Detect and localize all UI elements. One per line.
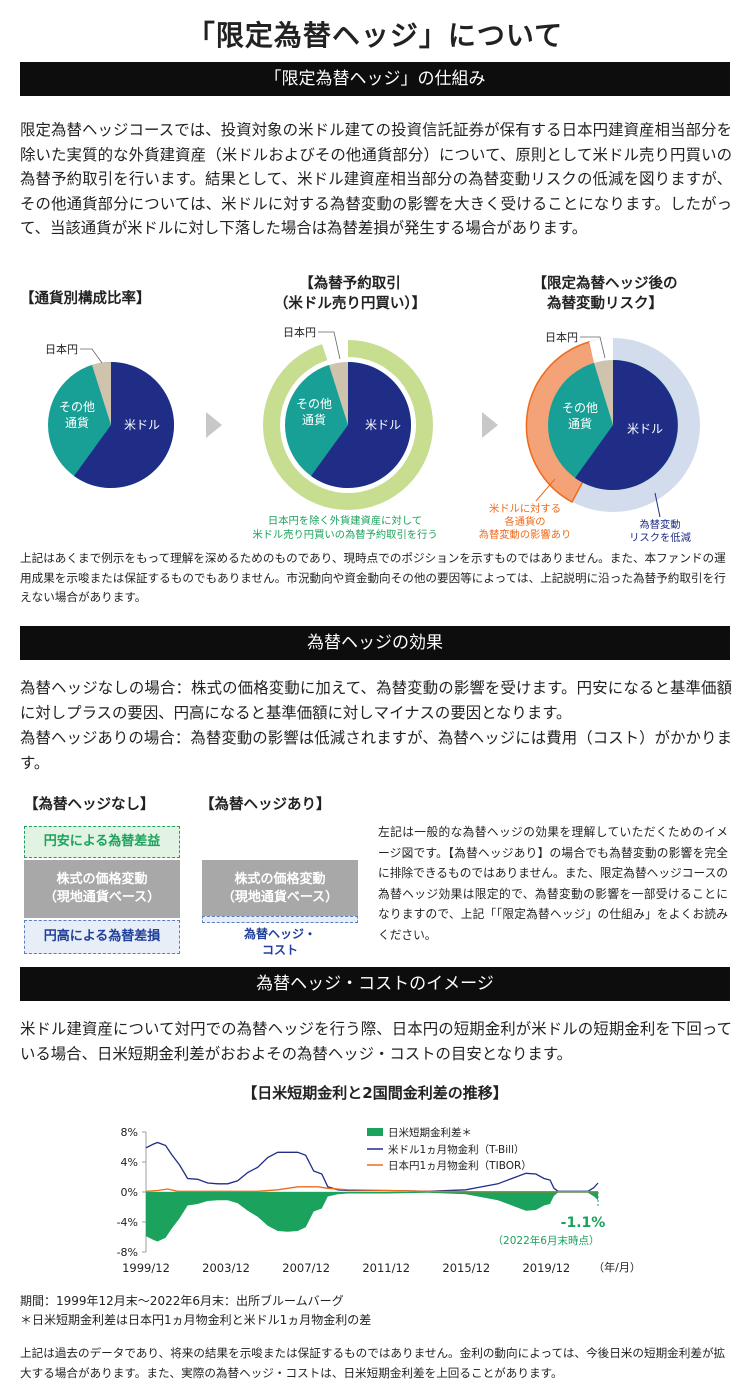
pie1-title: 【通貨別構成比率】 [20,291,151,307]
cost-disclaimer: 上記は過去のデータであり、将来の結果を示唆または保証するものではありません。金利… [20,1346,726,1380]
fx-gain-box: 円安による為替差益 [24,826,180,858]
series-jpy-tibor-line [145,1186,598,1193]
pie3-left-caption-1: 米ドルに対する [489,502,561,515]
pie3-title-line2: 為替変動リスク】 [547,296,663,312]
x-tick-label: 2019/12 [522,1261,570,1275]
series-rate-spread-area [146,1192,598,1242]
pie2-caption-line1: 日本円を除く外貨建資産に対して [268,514,422,527]
pie2-jpy-slice [329,362,348,425]
pie2-title-line1: 【為替予約取引 [299,276,401,292]
hedge-cost-strip [202,916,358,923]
y-tick-label: 4% [121,1156,138,1169]
hedge-cost-label: 為替ヘッジ・ コスト [202,926,358,958]
pie2-usd-slice [311,362,411,488]
mechanism-description: 限定為替ヘッジコースでは、投資対象の米ドル建ての投資信託証券が保有する日本円建資… [20,121,732,238]
pie1-usd-slice [74,362,174,488]
hedge-cost-label-1: 為替ヘッジ・ [243,927,316,941]
callout-note: （2022年6月末時点） [493,1234,600,1247]
hedge-title: 【為替ヘッジあり】 [200,797,331,813]
stock-label-2: （現地通貨ベース） [43,890,161,905]
pie1-jpy-slice [92,362,111,425]
interest-rate-chart: 8% 4% 0% -4% -8% 1999/12 2003/12 2007/12 2011/1… [117,1126,641,1275]
section-heading-cost: 為替ヘッジ・コストのイメージ [20,967,730,1001]
pie2-forward-contract: 日本円 その他 通貨 米ドル 日本円を除く外貨建資産に対して 米ドル売り円買いの… [252,325,437,541]
pie2-usd-label: 米ドル [365,418,401,432]
x-tick-label: 2003/12 [202,1261,250,1275]
cost-description: 米ドル建資産について対円での為替ヘッジを行う際、日本円の短期金利が米ドルの短期金… [20,1020,732,1063]
fx-loss-box: 円高による為替差損 [24,920,180,954]
hedge-effect-explanation: 左記は一般的な為替ヘッジの効果を理解していただくためのイメージ図です。【為替ヘッ… [378,825,728,942]
pie1-composition: 日本円 その他 通貨 米ドル [45,342,174,488]
legend-spread-label: 日米短期金利差＊ [388,1126,472,1139]
pie1-other-label-1: その他 [59,400,95,414]
y-tick-label: 8% [121,1126,138,1139]
pie3-other-label-1: その他 [562,401,598,415]
chart-title: 【日米短期金利と2国間金利差の推移】 [242,1084,508,1102]
pie2-jpy-label: 日本円 [283,325,316,339]
y-tick-label: -4% [117,1216,138,1229]
x-tick-label: 2015/12 [442,1261,490,1275]
currency-pie-diagrams: 日本円 その他 通貨 米ドル 日本円 その他 通貨 米ドル 日本円を除く外貨建資… [45,325,700,544]
x-tick-label: 2011/12 [362,1261,410,1275]
y-tick-label: 0% [121,1186,138,1199]
pie3-left-caption-2: 各通貨の [504,515,545,528]
section-heading-effect: 為替ヘッジの効果 [20,626,730,660]
pie3-other-label-2: 通貨 [568,416,592,431]
x-tick-label: 1999/12 [122,1261,170,1275]
pie3-right-caption-1: 為替変動 [639,518,680,531]
pie1-usd-label: 米ドル [124,418,160,432]
pie3-fx-risk: 日本円 その他 通貨 米ドル 米ドルに対する 各通貨の 為替変動の影響あり 為替… [479,330,700,544]
y-tick-label: -8% [117,1246,138,1259]
series-usd-tbill-line [145,1141,599,1192]
arrow-right-icon [206,412,222,438]
spread-footnote: ＊日米短期金利差は日本円1ヵ月物金利と米ドル1ヵ月物金利の差 [20,1313,372,1327]
legend-jpy-label: 日本円1ヵ月物金利（TIBOR） [388,1159,532,1172]
hedge-cost-label-2: コスト [261,943,298,957]
pie3-left-caption-3: 為替変動の影響あり [479,528,572,541]
section-heading-mechanism: 「限定為替ヘッジ」の仕組み [20,62,730,96]
pie2-other-label-1: その他 [296,397,332,411]
pie2-caption-line2: 米ドル売り円買いの為替予約取引を行う [252,528,437,541]
stock-label-1: 株式の価格変動 [234,872,326,887]
stock-price-box-no-hedge: 株式の価格変動 （現地通貨ベース） [24,860,180,918]
effect-description-no-hedge: 為替ヘッジなしの場合：株式の価格変動に加えて、為替変動の影響を受けます。円安にな… [20,679,732,722]
no-hedge-title: 【為替ヘッジなし】 [24,797,155,813]
pie2-other-label-2: 通貨 [302,412,326,427]
mechanism-disclaimer: 上記はあくまで例示をもって理解を深めるためのものであり、現時点でのポジションを示… [20,551,726,604]
pie1-jpy-label: 日本円 [45,342,78,356]
pie3-title-line1: 【限定為替ヘッジ後の [532,276,678,292]
legend-usd-label: 米ドル1ヵ月物金利（T-Bill） [388,1143,525,1156]
x-tick-label: 2007/12 [282,1261,330,1275]
pie1-other-label-2: 通貨 [65,415,89,430]
period-note: 期間：1999年12月末～2022年6月末：出所ブルームバーグ [20,1294,344,1308]
arrow-right-icon [482,412,498,438]
stock-label-2: （現地通貨ベース） [221,890,339,905]
pie3-jpy-slice [594,360,613,425]
stock-price-box-hedge: 株式の価格変動 （現地通貨ベース） [202,860,358,916]
effect-description-hedge: 為替ヘッジありの場合：為替変動の影響は低減されますが、為替ヘッジには費用（コスト… [20,729,732,772]
pie2-title-line2: （米ドル売り円買い）】 [273,296,427,312]
pie3-jpy-label: 日本円 [545,330,578,344]
pie3-right-caption-2: リスクを低減 [629,531,691,544]
callout-value: -1.1% [561,1215,606,1231]
stock-label-1: 株式の価格変動 [56,872,148,887]
page-title: 「限定為替ヘッジ」について [186,19,564,52]
legend-spread-swatch [367,1128,383,1136]
x-axis-unit-label: （年/月） [593,1260,641,1274]
pie3-usd-slice [575,360,678,490]
pie3-usd-label: 米ドル [627,422,663,436]
